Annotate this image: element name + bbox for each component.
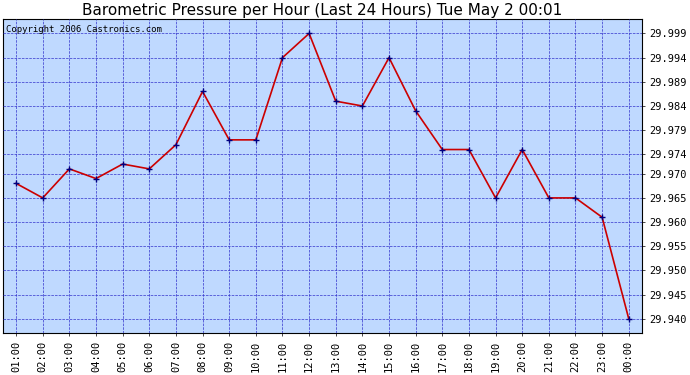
Text: Copyright 2006 Castronics.com: Copyright 2006 Castronics.com <box>6 25 162 34</box>
Title: Barometric Pressure per Hour (Last 24 Hours) Tue May 2 00:01: Barometric Pressure per Hour (Last 24 Ho… <box>82 3 562 18</box>
